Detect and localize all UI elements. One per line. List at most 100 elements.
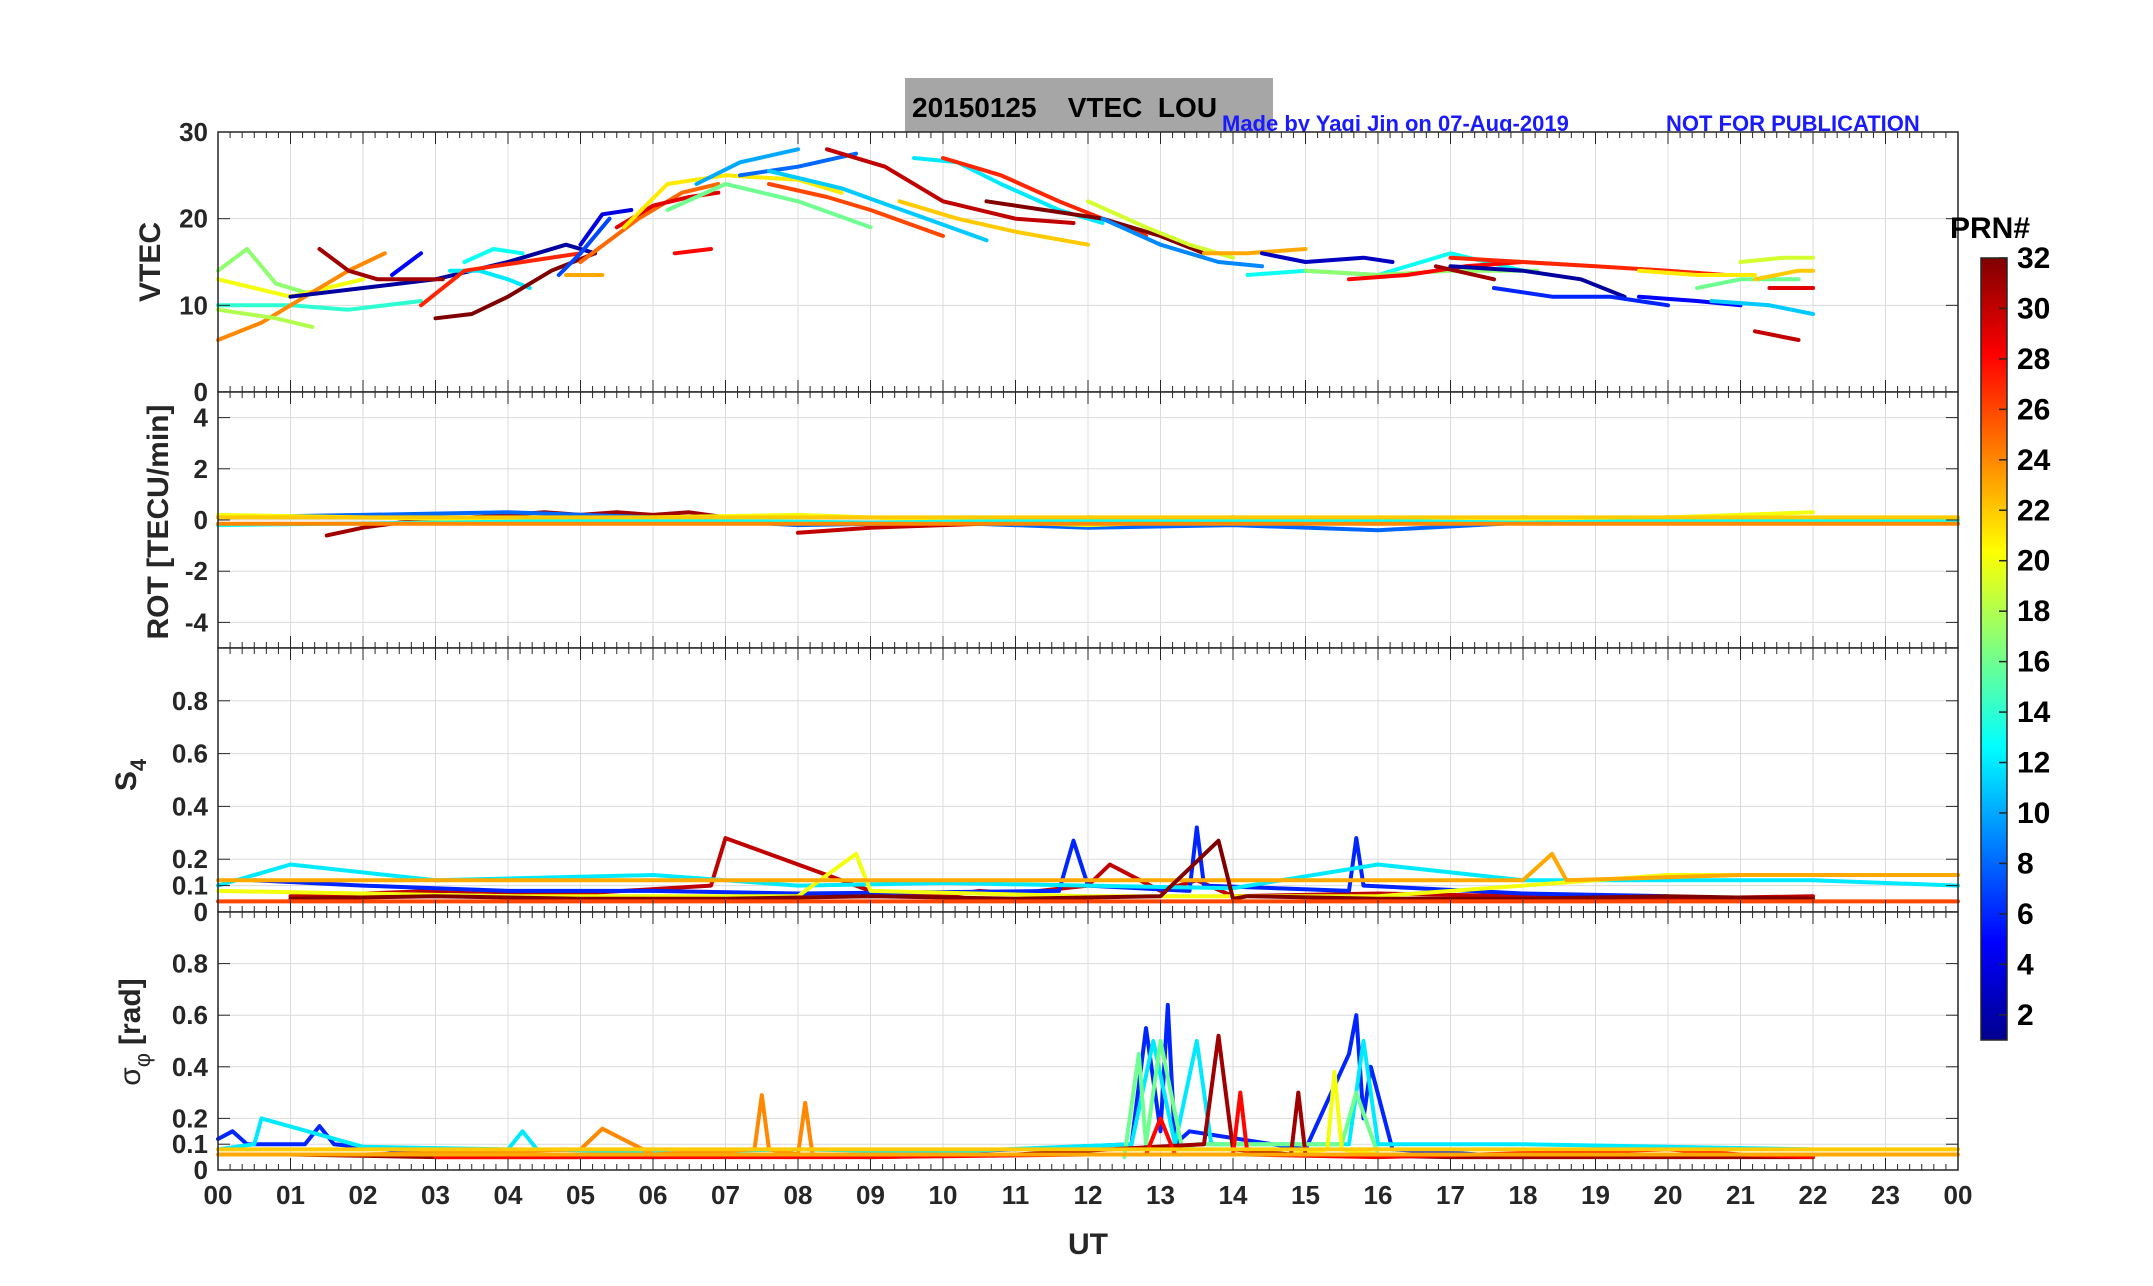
series-line-prn-21 [622,173,844,230]
colorbar-gradient [1980,257,2008,1041]
s4-panel: 0.8 0.6 0.4 0.20.10 [172,647,1960,927]
rot-ylabel: ROT [TECU/min] [142,405,175,640]
svg-text:σφ[rad]: σφ [rad] [114,978,155,1085]
title-box [905,78,1273,132]
x-tick-label: 14 [1219,1180,1248,1210]
sigma-ylabel-sub: φ [130,1053,155,1067]
colorbar-tick-label: 8 [2017,847,2034,880]
series-line-prn-19 [1086,199,1235,260]
rot-panel: 4 2 0 -2 -4 [185,391,1960,649]
series-line-prn-8 [738,151,858,178]
series-line-prn-23 [1202,247,1308,256]
x-tick-label: 23 [1871,1180,1900,1210]
colorbar-tick-label: 16 [2017,646,2050,679]
colorbar-tick-label: 28 [2017,343,2050,376]
x-tick-label: 02 [349,1180,378,1210]
series-line-prn-2 [1448,264,1627,299]
series-line-prn-4 [578,208,634,247]
y-tick-label: 0 [194,897,208,927]
y-tick-label: 0.6 [172,739,208,769]
series-line-prn-27 [419,251,583,308]
colorbar-tick-label: 12 [2017,747,2050,780]
y-tick-label: 0 [194,377,208,407]
series-line-prn-16 [1695,277,1801,290]
x-tick-label: 01 [276,1180,305,1210]
colorbar-tick-label: 4 [2017,948,2034,981]
series-line-prn-30 [1753,329,1801,342]
x-tick-label: 21 [1726,1180,1755,1210]
x-tick-label: 15 [1291,1180,1320,1210]
x-tick-label: 19 [1581,1180,1610,1210]
colorbar-tick-label: 14 [2017,696,2051,729]
x-tick-label: 13 [1146,1180,1175,1210]
series-line-prn-5 [390,251,423,277]
x-tick-label: 09 [856,1180,885,1210]
series-line-prn-6 [1492,286,1670,308]
sigma-ylabel-main: σ [114,1067,147,1086]
y-tick-label: 2 [194,454,208,484]
x-tick-label: 17 [1436,1180,1465,1210]
y-tick-label: 0.6 [172,1000,208,1030]
series-line-prn-18 [216,307,315,329]
colorbar-tick-label: 24 [2017,444,2051,477]
series-line-prn-9 [1100,216,1264,269]
x-tick-label: 00 [204,1180,233,1210]
y-tick-label: 10 [179,290,208,320]
x-tick-label: 10 [929,1180,958,1210]
x-tick-label: 05 [566,1180,595,1210]
x-tick-label: 04 [494,1180,523,1210]
series-line-prn-7 [556,216,612,277]
chart-title: 20150125 VTEC LOU [912,92,1217,123]
y-tick-label: -4 [185,607,209,637]
series-line-prn-26 [767,182,945,238]
series-line-prn-17 [216,247,307,295]
y-tick-label: -2 [185,556,208,586]
grid [217,392,1959,648]
y-tick-label: 0.8 [172,949,208,979]
x-tick-label: 18 [1509,1180,1538,1210]
sigma-ylabel-unit: [rad] [114,978,147,1045]
colorbar-tick-label: 30 [2017,292,2050,325]
series-line-prn-19 [1738,255,1815,264]
series-line-prn-11 [767,169,989,243]
series-line-prn-16 [665,182,873,230]
s4-ylabel: S4 [110,758,151,791]
series-group [216,1002,1960,1160]
colorbar-tick-label: 10 [2017,797,2050,830]
series-line-prn-28 [672,247,713,256]
series-line-prn-22 [897,199,1090,247]
sigma-ylabel: σφ [rad] [114,978,155,1085]
s4-ylabel-sub: 4 [126,758,151,771]
series-line-prn-31 [1434,264,1496,282]
x-tick-label: 00 [1944,1180,1973,1210]
y-tick-label: 0.4 [172,791,209,821]
y-tick-label: 0.8 [172,686,208,716]
series-line-prn-21 [1637,268,1757,277]
colorbar-tick-label: 6 [2017,898,2034,931]
x-axis-label: UT [1068,1228,1108,1261]
y-tick-label: 0 [194,1155,208,1185]
y-tick-label: 4 [194,403,209,433]
series-line-prn-10 [694,147,800,186]
y-tick-label: 0.2 [172,844,208,874]
x-tick-label: 07 [711,1180,740,1210]
x-tick-label: 11 [1002,1180,1030,1210]
series-line-prn-30 [825,147,1076,225]
series-line-prn-23 [216,851,1960,883]
series-line-prn-31 [317,247,445,282]
y-tick-label: 0.4 [172,1052,209,1082]
colorbar-tick-label: 32 [2017,242,2050,275]
series-line-prn-22 [1753,268,1815,282]
series-group [216,147,1815,342]
y-tick-label: 0.1 [172,871,208,901]
y-tick-label: 0.1 [172,1129,208,1159]
colorbar-title: PRN# [1950,212,2030,245]
x-tick-label: 12 [1074,1180,1103,1210]
series-group [216,510,1960,538]
s4-ylabel-main: S [110,771,143,791]
series-line-prn-32 [288,838,1815,901]
